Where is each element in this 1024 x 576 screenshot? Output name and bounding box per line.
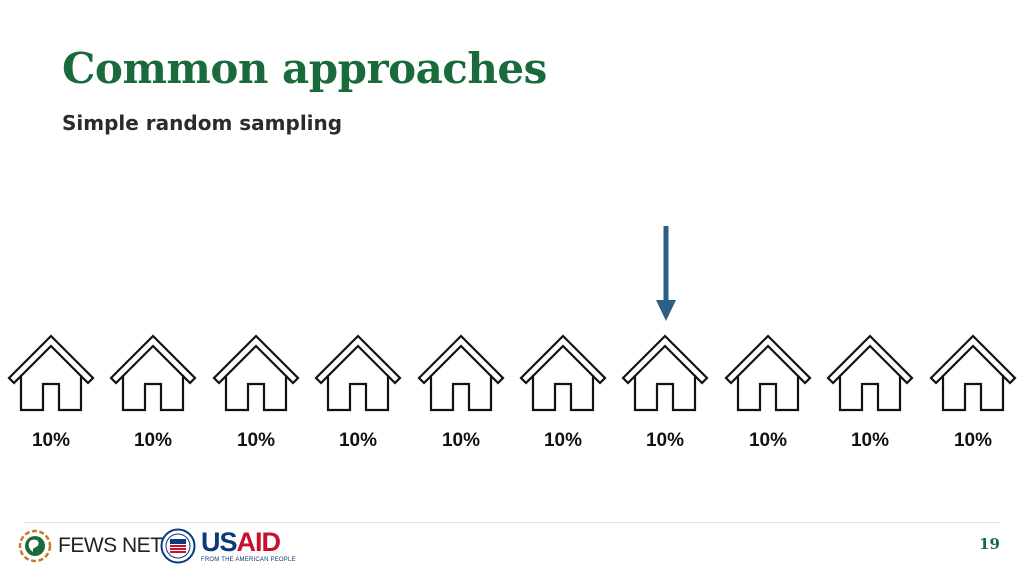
house-percentage-label: 10% [338, 430, 378, 451]
fews-net-logo: FEWS NET [18, 528, 163, 564]
page-number: 19 [979, 535, 1000, 553]
house-percentage-label: 10% [441, 430, 481, 451]
house-percentage-label: 10% [748, 430, 788, 451]
usaid-seal-icon [160, 528, 196, 564]
house-percentage-label: 10% [133, 430, 173, 451]
footer-divider [24, 522, 1000, 523]
house-percentage-label: 10% [953, 430, 993, 451]
house-icon [417, 334, 505, 412]
house-icon [519, 334, 607, 412]
down-arrow-icon [656, 226, 676, 321]
house-percentage-label: 10% [543, 430, 583, 451]
usaid-logo-aid: AID [236, 527, 281, 557]
house-percentage-label: 10% [850, 430, 890, 451]
house-icon [621, 334, 709, 412]
usaid-logo-us: US [201, 527, 238, 557]
house-icon [929, 334, 1017, 412]
house-icon [7, 334, 95, 412]
slide-title: Common approaches [62, 44, 547, 93]
house-icon [314, 334, 402, 412]
house-percentage-label: 10% [31, 430, 71, 451]
house-percentage-label: 10% [645, 430, 685, 451]
house-icon [212, 334, 300, 412]
globe-logo-icon [18, 529, 52, 563]
house-icon [724, 334, 812, 412]
usaid-logo: USAID FROM THE AMERICAN PEOPLE [160, 527, 296, 565]
house-icon [826, 334, 914, 412]
fews-net-logo-text: FEWS NET [58, 534, 163, 557]
house-percentage-label: 10% [236, 430, 276, 451]
usaid-tagline: FROM THE AMERICAN PEOPLE [201, 557, 296, 563]
house-icon [109, 334, 197, 412]
slide-subtitle: Simple random sampling [62, 111, 343, 135]
